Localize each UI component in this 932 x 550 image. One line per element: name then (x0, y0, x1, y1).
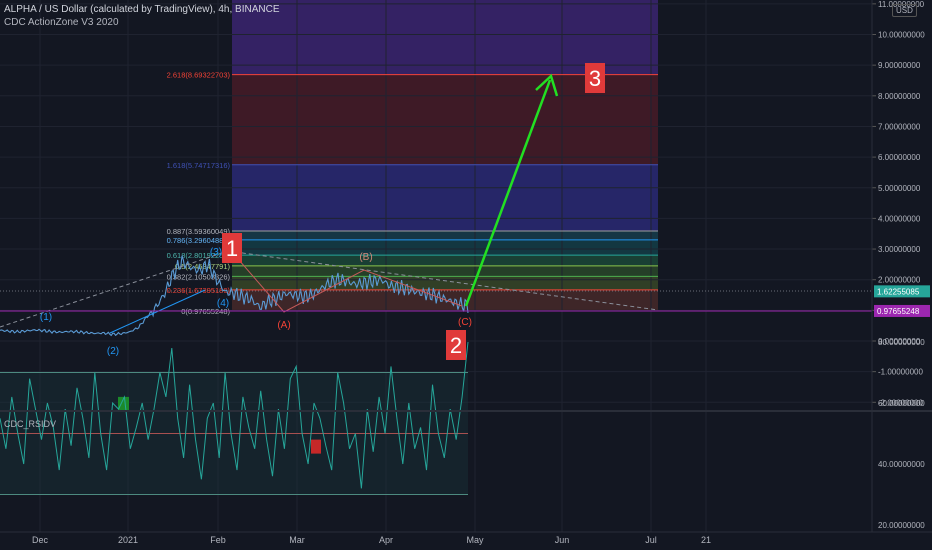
fib-zone (232, 255, 658, 266)
y-tick-label: 7.00000000 (878, 122, 921, 131)
rsi-y-tick-label: 60.00000000 (878, 399, 925, 408)
y-tick-label: -2.00000000 (878, 398, 923, 407)
wave-label: (C) (458, 317, 472, 328)
fib-zone (232, 164, 658, 231)
fib-level-label: 2.618(8.69322703) (167, 71, 231, 80)
rsi-y-tick-label: 20.00000000 (878, 521, 925, 530)
price-tag-label: 1.62255085 (877, 287, 920, 296)
y-tick-label: 5.00000000 (878, 184, 921, 193)
rsi-sell-zone (311, 439, 321, 454)
x-tick-label: Feb (210, 535, 226, 545)
target-arrowhead (535, 73, 559, 97)
fib-level-label: 0.618(2.80192256) (167, 251, 231, 260)
fib-level-label: 0.236(1.67395180) (167, 286, 231, 295)
price-tag (874, 304, 930, 317)
y-tick-label: -1.00000000 (878, 368, 923, 377)
wave-label: (3) (210, 247, 222, 258)
x-tick-label: Jul (645, 535, 657, 545)
currency-button[interactable]: USD (892, 4, 917, 17)
rsi-y-tick-label: 40.00000000 (878, 460, 925, 469)
x-tick-label: Dec (32, 535, 49, 545)
wave-label: (B) (359, 252, 372, 263)
wave-label: (2) (107, 346, 119, 357)
fib-level-label: 1.618(5.74717316) (167, 161, 231, 170)
chart-title: ALPHA / US Dollar (calculated by Trading… (4, 4, 280, 15)
wave-marker-number: 2 (450, 333, 462, 358)
wave-marker-number: 1 (226, 236, 238, 261)
fib-zone (232, 276, 658, 290)
fib-zone (232, 265, 658, 277)
wave-marker-box (446, 330, 466, 360)
fib-zone (232, 0, 658, 75)
fib-level-label: 0.887(3.59360049) (167, 227, 231, 236)
y-tick-label: 0.00000000 (878, 337, 921, 346)
fib-level-label: 0.5(2.45347791) (175, 262, 231, 271)
y-tick-label: 3.00000000 (878, 245, 921, 254)
indicator-name: CDC ActionZone V3 2020 (4, 17, 119, 28)
fib-zone (232, 239, 658, 256)
wave-label: (A) (277, 320, 290, 331)
y-tick-label: 9.00000000 (878, 61, 921, 70)
y-tick-label: 4.00000000 (878, 214, 921, 223)
impulse-wave-line (109, 289, 206, 334)
wave-label: (1) (40, 312, 52, 323)
y-tick-label: 10.00000000 (878, 31, 925, 40)
wave-label: (4) (217, 298, 229, 309)
y-tick-label: 8.00000000 (878, 92, 921, 101)
fib-zone (232, 230, 658, 240)
x-tick-label: 21 (701, 535, 711, 545)
fib-level-label: 0.786(3.29604887) (167, 236, 231, 245)
corrective-wave-line (231, 251, 463, 313)
price-tag-label: 0.97655248 (877, 307, 920, 316)
fib-level-label: 0.382(2.10503326) (167, 272, 231, 281)
fib-zone (232, 289, 658, 311)
rsi-buy-zone (118, 396, 129, 411)
trend-line-dashed (227, 250, 659, 311)
y-tick-label: 2.00000000 (878, 276, 921, 285)
y-tick-label: 6.00000000 (878, 153, 921, 162)
x-tick-label: May (466, 535, 484, 545)
x-tick-label: Mar (289, 535, 305, 545)
target-arrow (464, 79, 552, 307)
rsi-line (0, 341, 469, 489)
wave-marker-box (222, 233, 242, 263)
rsi-indicator-label: CDC_RSIDV (4, 419, 57, 429)
x-tick-label: Jun (555, 535, 570, 545)
trend-line-dashed (0, 250, 229, 328)
price-tag (874, 285, 930, 298)
rsi-y-tick-label: 80.00000000 (878, 338, 925, 347)
wave-marker-number: 3 (589, 66, 601, 91)
x-tick-label: 2021 (118, 535, 138, 545)
x-tick-label: Apr (379, 535, 393, 545)
wave-marker-box (585, 63, 605, 93)
price-line (0, 255, 469, 337)
